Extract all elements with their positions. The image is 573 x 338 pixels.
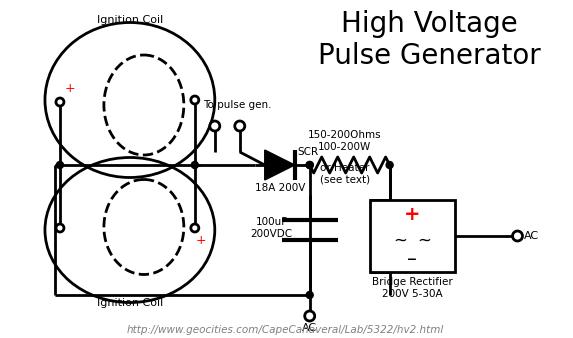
Circle shape	[191, 96, 199, 104]
Circle shape	[235, 121, 245, 131]
Circle shape	[191, 224, 199, 232]
Text: 18A 200V: 18A 200V	[254, 183, 305, 193]
Circle shape	[512, 231, 523, 241]
Text: or Heater
(see text): or Heater (see text)	[320, 163, 370, 185]
Text: High Voltage
Pulse Generator: High Voltage Pulse Generator	[318, 10, 541, 70]
Circle shape	[56, 224, 64, 232]
Circle shape	[306, 162, 313, 169]
Circle shape	[306, 291, 313, 298]
Text: http://www.geocities.com/CapeCanaveral/Lab/5322/hv2.html: http://www.geocities.com/CapeCanaveral/L…	[127, 325, 444, 335]
Circle shape	[210, 121, 220, 131]
Text: +: +	[65, 81, 75, 95]
Text: ~: ~	[417, 232, 431, 250]
Text: ~: ~	[393, 232, 407, 250]
Text: Bridge Rectifier
200V 5-30A: Bridge Rectifier 200V 5-30A	[372, 277, 453, 298]
Circle shape	[191, 162, 198, 169]
Text: AC: AC	[524, 231, 539, 241]
Bar	[370, 200, 454, 272]
Circle shape	[306, 162, 313, 169]
Text: –: –	[407, 250, 417, 269]
Text: Ignition Coil: Ignition Coil	[97, 15, 163, 25]
Circle shape	[305, 311, 315, 321]
Text: +: +	[404, 204, 421, 223]
Text: AC: AC	[302, 323, 317, 333]
Text: +: +	[195, 234, 206, 246]
Text: To pulse gen.: To pulse gen.	[203, 100, 272, 110]
Text: Ignition Coil: Ignition Coil	[97, 298, 163, 308]
Text: 100uF
200VDC: 100uF 200VDC	[250, 217, 293, 239]
Circle shape	[386, 162, 393, 169]
Text: 150-200Ohms
100-200W: 150-200Ohms 100-200W	[308, 130, 382, 152]
Circle shape	[56, 98, 64, 106]
Circle shape	[57, 162, 64, 169]
Text: SCR: SCR	[298, 147, 319, 157]
Polygon shape	[265, 150, 295, 180]
